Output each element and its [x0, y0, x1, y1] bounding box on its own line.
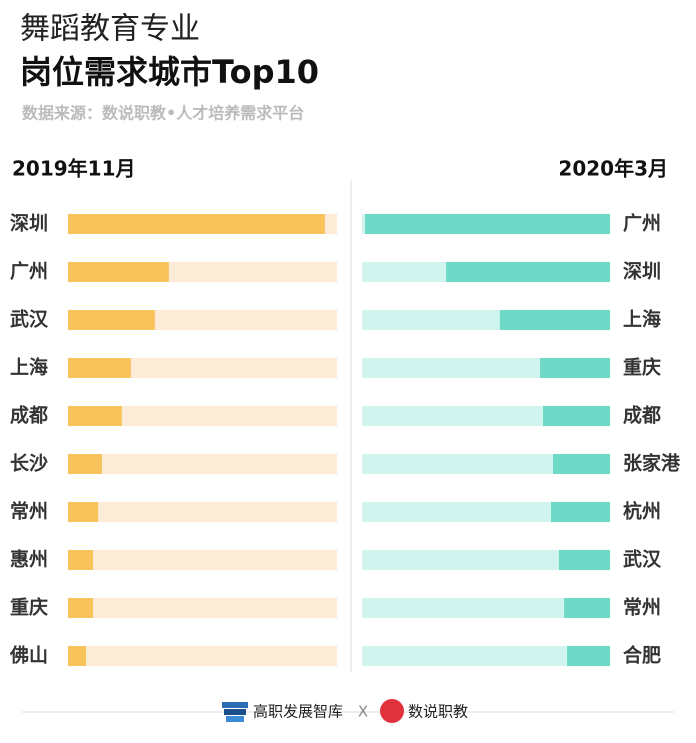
category-label: 上海: [623, 308, 661, 331]
bar-track: [68, 646, 337, 666]
footer-right: 数说职教: [408, 703, 468, 721]
bar: [68, 550, 94, 570]
bar: [540, 358, 610, 378]
bar: [68, 358, 131, 378]
category-label: 常州: [623, 596, 661, 619]
category-label: 成都: [10, 404, 48, 427]
bar-track: [362, 646, 610, 666]
category-label: 成都: [623, 404, 661, 427]
bar-track: [68, 406, 337, 426]
bar: [543, 406, 610, 426]
category-label: 重庆: [10, 596, 48, 619]
category-label: 惠州: [10, 549, 48, 571]
bar-track: [362, 550, 610, 570]
bar: [68, 214, 325, 234]
category-label: 武汉: [623, 549, 662, 571]
category-label: 重庆: [623, 356, 661, 379]
bar-track: [68, 454, 337, 474]
bar: [68, 406, 122, 426]
bar: [567, 646, 610, 666]
source: 数据来源：数说职教•人才培养需求平台: [22, 104, 304, 123]
bar: [550, 502, 610, 522]
category-label: 张家港: [623, 452, 681, 475]
bar-track: [362, 502, 610, 522]
category-label: 常州: [10, 500, 48, 523]
bar-track: [68, 550, 337, 570]
title: 舞蹈教育专业: [20, 12, 200, 47]
category-label: 深圳: [623, 260, 661, 283]
category-label: 合肥: [623, 644, 661, 667]
bar: [552, 454, 610, 474]
footer-left: 高职发展智库: [253, 703, 343, 721]
panel-title: 2019年11月: [12, 157, 136, 181]
category-label: 武汉: [10, 309, 49, 331]
category-label: 长沙: [10, 453, 48, 475]
bar-track: [362, 598, 610, 618]
bar: [564, 598, 610, 618]
panel-title: 2020年3月: [558, 157, 668, 181]
bar: [446, 262, 610, 282]
bar: [68, 502, 99, 522]
bar-track: [68, 598, 337, 618]
footer-separator: X: [358, 703, 368, 721]
category-label: 广州: [10, 260, 48, 283]
bar-track: [362, 454, 610, 474]
bar-track: [68, 358, 337, 378]
bar: [68, 598, 94, 618]
bar: [68, 262, 169, 282]
category-label: 佛山: [9, 644, 48, 667]
category-label: 深圳: [10, 212, 48, 235]
bar: [68, 310, 155, 330]
bar: [364, 214, 610, 234]
bar: [558, 550, 610, 570]
bar: [68, 646, 87, 666]
category-label: 广州: [623, 212, 661, 235]
bar-track: [68, 502, 337, 522]
bar: [68, 454, 102, 474]
bar: [499, 310, 610, 330]
category-label: 杭州: [623, 500, 661, 523]
subtitle: 岗位需求城市Top10: [20, 53, 319, 91]
logo-icon: [380, 699, 404, 723]
category-label: 上海: [10, 356, 48, 379]
library-icon: [222, 702, 248, 722]
